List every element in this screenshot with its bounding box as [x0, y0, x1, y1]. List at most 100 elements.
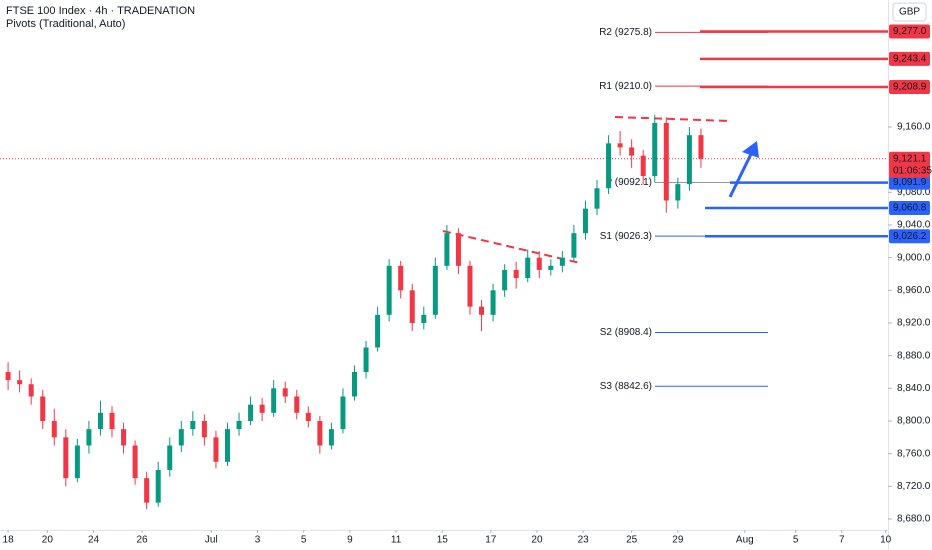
x-tick-label: 25 [626, 535, 638, 546]
candle-body [490, 290, 496, 315]
price-label-box [889, 24, 930, 39]
candle-body [97, 412, 103, 430]
candle-body [40, 396, 46, 421]
candle-body [571, 233, 577, 258]
price-label: 9,026.2 [893, 231, 927, 242]
y-tick-label: 9,080.0 [897, 187, 931, 198]
currency-box[interactable] [892, 2, 927, 22]
x-tick-label: 20 [531, 535, 543, 546]
candle-body [248, 404, 254, 421]
candle-body [17, 380, 23, 385]
pivot-label: R2 (9275.8) [599, 27, 652, 38]
candle-body [479, 306, 485, 315]
price-label-box [889, 51, 930, 66]
x-tick-label: 5 [301, 535, 307, 546]
candle-body [629, 147, 635, 156]
candle-body [698, 135, 704, 159]
candle-body [513, 269, 519, 279]
candle-body [375, 314, 381, 348]
arrow [728, 151, 754, 198]
price-label: 9,277.0 [893, 26, 927, 37]
y-tick-label: 8,720.0 [897, 481, 931, 492]
arrow-head [742, 141, 759, 158]
candle-body [109, 412, 115, 430]
candle-body [167, 445, 173, 470]
candle-body [444, 233, 450, 266]
candle-body [190, 420, 196, 430]
candle-body [294, 396, 300, 413]
candle-body [259, 404, 265, 413]
y-tick-label: 9,000.0 [897, 252, 931, 263]
price-label-box [889, 175, 930, 190]
candle-body [132, 445, 138, 479]
candle-body [144, 478, 150, 503]
x-tick-label: 29 [672, 535, 684, 546]
countdown: 01:06:35 [893, 165, 932, 176]
y-tick-label: 8,680.0 [897, 514, 931, 525]
price-label: 9,208.9 [893, 82, 927, 93]
currency[interactable]: GBP [899, 7, 920, 18]
x-tick-label: 17 [485, 535, 497, 546]
candle-body [663, 122, 669, 201]
pivot-label: S1 (9026.3) [600, 231, 652, 242]
candle-body [386, 265, 392, 315]
candle-body [536, 257, 542, 270]
y-tick-label: 8,880.0 [897, 350, 931, 361]
price-label: 9,243.4 [893, 54, 927, 65]
y-tick-label: 8,800.0 [897, 416, 931, 427]
price-label-box [889, 229, 930, 244]
price-label: 9,091.9 [893, 177, 927, 188]
drawings [442, 116, 759, 264]
candle-body [502, 269, 508, 291]
candle-body [594, 188, 600, 209]
candle-body [305, 412, 311, 421]
candle-body [548, 265, 554, 270]
pivot-label: P (9092.1) [605, 177, 652, 188]
candle-body [652, 122, 658, 176]
price-label: 9,060.8 [893, 203, 927, 214]
pivot-label: R1 (9210.0) [599, 81, 652, 92]
candle-body [398, 265, 404, 291]
candle-body [282, 388, 288, 397]
trend-line [614, 116, 731, 122]
x-tick-label: 20 [42, 535, 54, 546]
x-tick-label: Jul [205, 535, 218, 546]
candle-body [409, 290, 415, 323]
candle-body [121, 429, 127, 446]
x-tick-label: 10 [880, 535, 892, 546]
y-tick-label: 8,920.0 [897, 318, 931, 329]
y-tick-label: 8,840.0 [897, 383, 931, 394]
candle-body [455, 233, 461, 266]
candle-body [317, 420, 323, 446]
pivot-label: S2 (8908.4) [600, 327, 652, 338]
trend-line [442, 230, 581, 264]
candle-body [63, 437, 69, 479]
candle-body [201, 420, 207, 438]
chart-subtitle: Pivots (Traditional, Auto) [6, 18, 125, 30]
candle-body [686, 135, 692, 185]
candle-body [74, 445, 80, 479]
x-tick-label: 15 [437, 535, 449, 546]
y-tick-label: 8,760.0 [897, 448, 931, 459]
candle-body [224, 429, 230, 462]
x-tick-label: 24 [88, 535, 100, 546]
x-tick-label: 3 [255, 535, 261, 546]
candle-body [51, 420, 57, 438]
price-label-box [889, 151, 930, 178]
candle-body [352, 371, 358, 397]
x-tick-label: 7 [839, 535, 845, 546]
candle-body [467, 265, 473, 307]
candle-body [28, 384, 34, 397]
x-tick-label: 23 [578, 535, 590, 546]
last-price-label: 9,121.1 [893, 153, 927, 164]
price-label-box [889, 200, 930, 215]
candle-body [640, 155, 646, 176]
x-tick-label: 5 [793, 535, 799, 546]
candle-body [421, 314, 427, 323]
x-tick-label: 26 [136, 535, 148, 546]
x-tick-label: 18 [3, 535, 15, 546]
candle-body [236, 420, 242, 430]
candle-body [606, 143, 612, 189]
x-tick-label: 9 [347, 535, 353, 546]
